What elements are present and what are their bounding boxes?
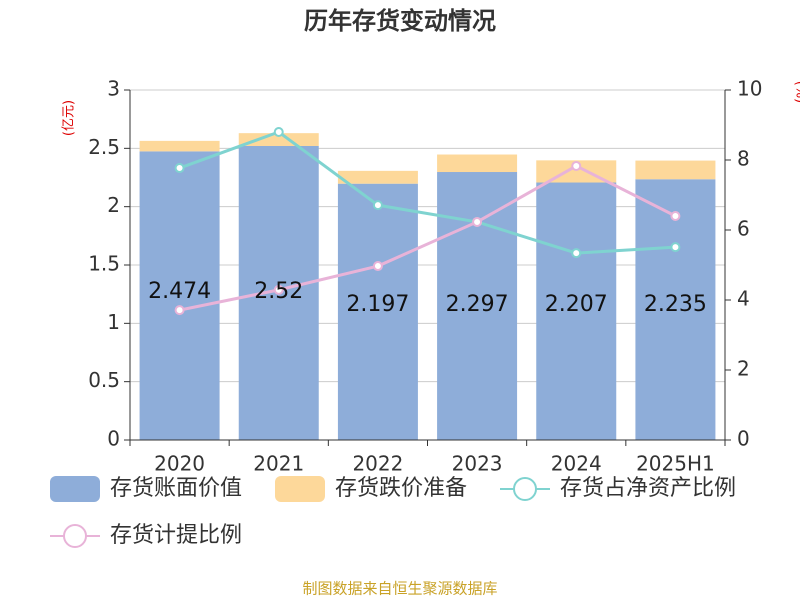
legend-label: 存货计提比例 xyxy=(110,523,242,548)
y-tick-label: 3 xyxy=(107,77,120,101)
bar xyxy=(536,182,617,440)
bar xyxy=(139,151,220,440)
y2-tick-label: 4 xyxy=(737,287,750,311)
y2-tick-label: 10 xyxy=(737,77,762,101)
y-tick-label: 2.5 xyxy=(88,135,120,159)
bar xyxy=(238,133,319,146)
line-point xyxy=(472,216,483,227)
y2-tick-label: 8 xyxy=(737,147,750,171)
line-point xyxy=(273,127,284,137)
line xyxy=(179,164,677,312)
legend-marker xyxy=(63,524,87,548)
x-tick-label: 2025H1 xyxy=(636,452,715,476)
x-tick-label: 2022 xyxy=(352,452,403,476)
line-point xyxy=(174,163,185,174)
data-label: 2.52 xyxy=(254,279,303,304)
y2-axis-label: (%) xyxy=(793,81,800,104)
bar xyxy=(139,140,220,152)
y2-tick-label: 6 xyxy=(737,217,750,241)
legend-label: 存货占净资产比例 xyxy=(560,476,736,501)
y-tick-label: 2 xyxy=(107,193,120,217)
line-point xyxy=(670,242,681,253)
x-tick-label: 2020 xyxy=(154,452,205,476)
legend-label: 存货跌价准备 xyxy=(335,476,467,501)
y2-tick-label: 0 xyxy=(737,427,750,451)
bar xyxy=(337,183,418,440)
y-tick-label: 1.5 xyxy=(88,252,120,276)
data-label: 2.207 xyxy=(545,292,608,317)
y2-tick-label: 2 xyxy=(737,357,750,381)
x-tick-label: 2023 xyxy=(452,452,503,476)
x-tick-label: 2024 xyxy=(551,452,602,476)
data-label: 2.197 xyxy=(346,292,409,317)
legend-swatch xyxy=(50,476,100,502)
line-point xyxy=(571,160,582,171)
y-tick-label: 0.5 xyxy=(88,368,120,392)
y-tick-label: 0 xyxy=(107,427,120,451)
y-tick-label: 1 xyxy=(107,310,120,334)
line-point xyxy=(372,261,383,272)
bar xyxy=(635,179,716,440)
y-axis-label: (亿元) xyxy=(62,100,77,136)
line-point xyxy=(571,248,582,259)
legend-label: 存货账面价值 xyxy=(110,476,242,501)
data-label: 2.474 xyxy=(148,279,211,304)
bar xyxy=(437,154,518,173)
source-note: 制图数据来自恒生聚源数据库 xyxy=(302,580,497,598)
legend-swatch xyxy=(275,476,325,502)
bar xyxy=(635,160,716,180)
x-tick-label: 2021 xyxy=(253,452,304,476)
line-point xyxy=(372,200,383,211)
chart-title: 历年存货变动情况 xyxy=(304,7,496,35)
legend-marker xyxy=(513,477,537,501)
line xyxy=(179,130,676,255)
data-label: 2.235 xyxy=(644,292,707,317)
data-label: 2.297 xyxy=(446,292,509,317)
line-point xyxy=(174,305,185,316)
line-point xyxy=(273,284,284,295)
line-point xyxy=(670,211,681,221)
bar xyxy=(337,170,418,184)
